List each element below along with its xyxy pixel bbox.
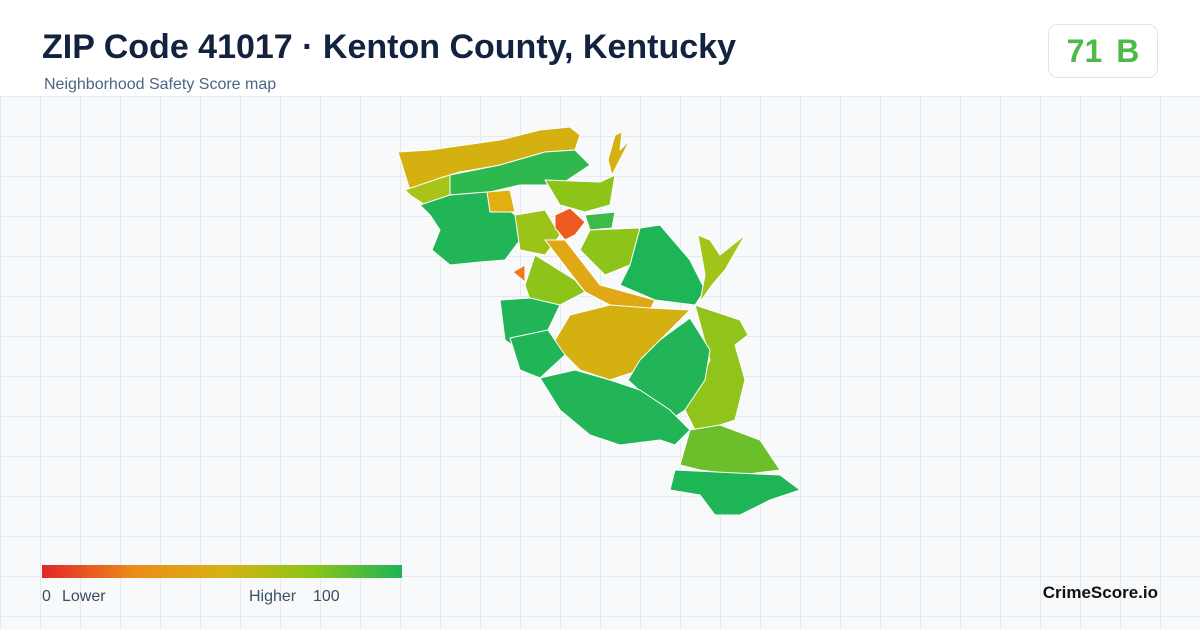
area [544,174,616,213]
area [554,207,586,241]
area [679,424,781,476]
title: ZIP Code 41017 · Kenton County, Kentucky [42,28,736,66]
legend-min: 0 [42,588,51,605]
brand: CrimeScore.io [1042,583,1158,602]
area [669,469,801,516]
area [509,329,566,379]
legend-max-label: Higher [249,588,297,605]
score-badge: 71 B [1048,24,1158,78]
area [539,369,691,446]
grade: B [1116,33,1140,69]
area [697,234,746,303]
area [607,131,631,176]
score: 71 [1066,33,1103,69]
area [512,264,526,283]
area [627,317,711,421]
legend-scale [42,565,402,578]
area [579,227,641,276]
legend-max: 100 [313,588,340,605]
area [584,211,616,231]
header [0,0,1200,96]
legend-min-label: Lower [62,588,106,605]
area [544,239,656,311]
area [486,189,516,213]
subtitle: Neighborhood Safety Score map [44,76,277,93]
